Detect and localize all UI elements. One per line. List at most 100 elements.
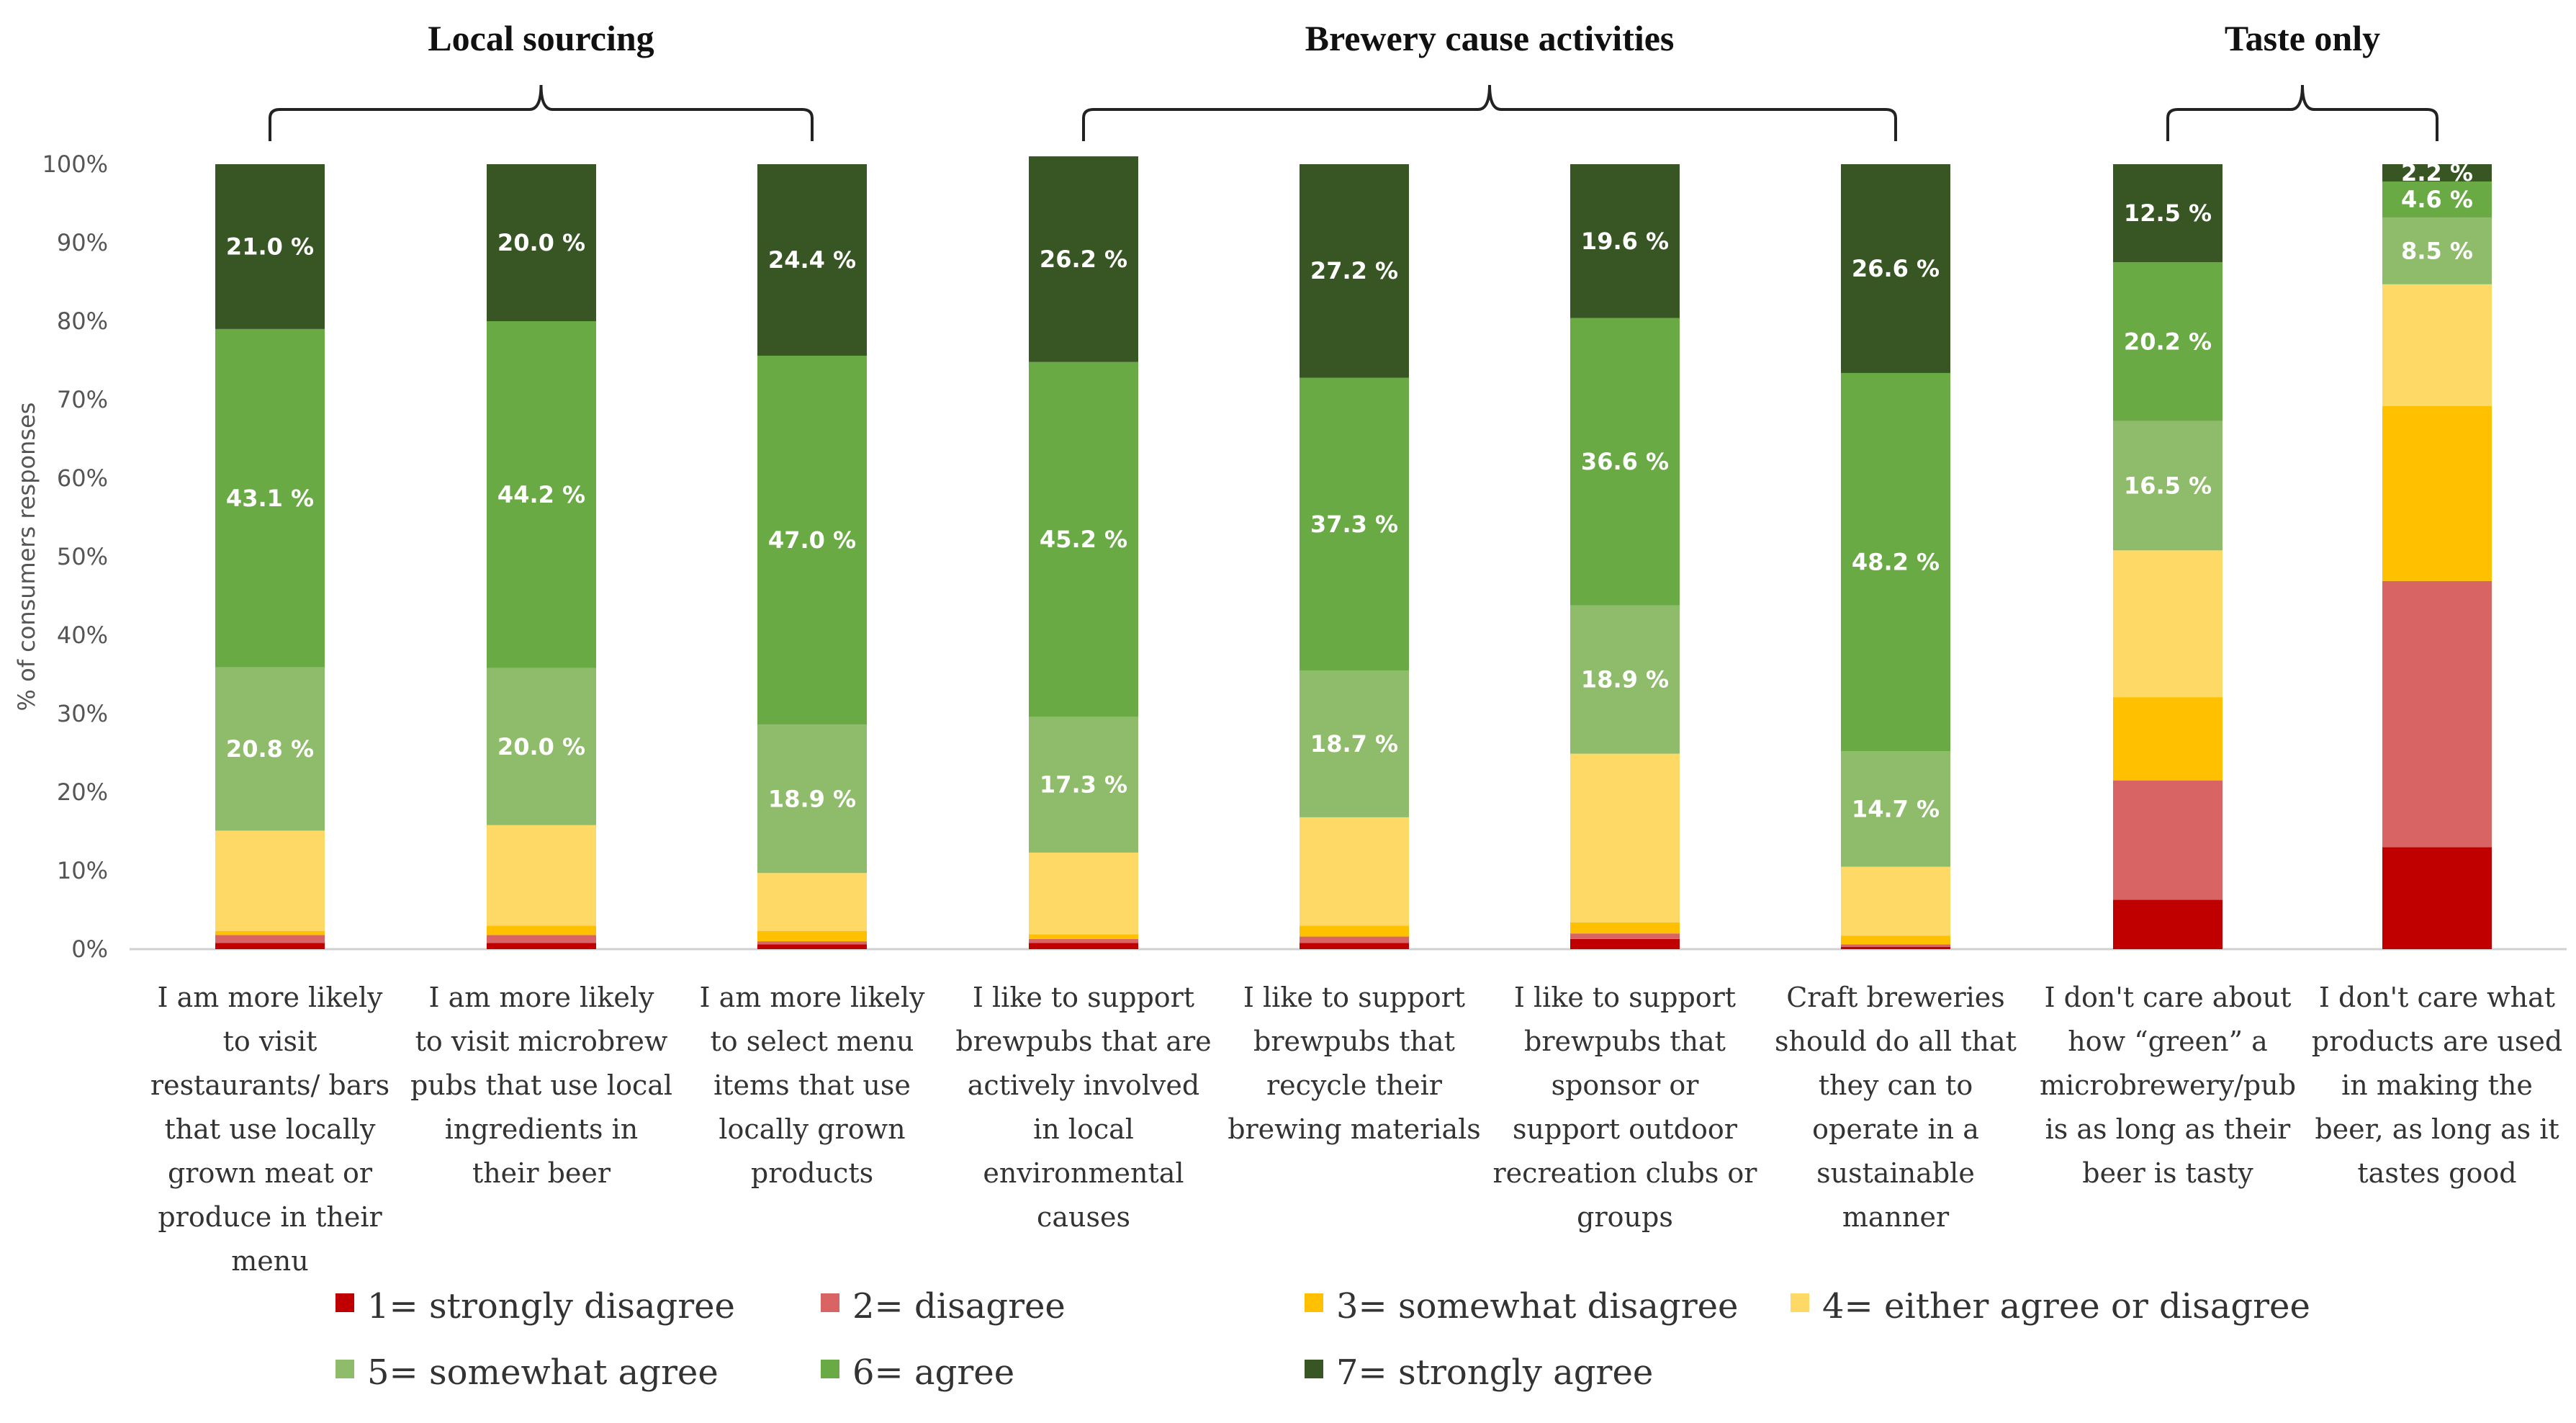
- bar-segment: [215, 930, 325, 935]
- bar-segment: [1029, 934, 1138, 939]
- bar-segment: [1300, 377, 1409, 671]
- bar-segment: [215, 164, 325, 329]
- data-label: 20.8 %: [226, 735, 314, 763]
- data-label: 18.9 %: [1581, 666, 1669, 693]
- group-headers: Local sourcing Brewery cause activities Ta…: [269, 18, 2438, 141]
- group-label: Taste only: [2225, 18, 2380, 58]
- bar-segment: [2113, 421, 2223, 551]
- bar-segment: [757, 355, 867, 725]
- bar-segment: [215, 943, 325, 949]
- bar-segment: [1841, 944, 1950, 947]
- bar-segment: [757, 944, 867, 949]
- data-label: 24.4 %: [768, 246, 856, 274]
- bar-segment: [2382, 847, 2492, 949]
- data-label: 48.2 %: [1852, 549, 1940, 576]
- y-tick-label: 30%: [57, 700, 108, 727]
- bar-segment: [1570, 922, 1680, 934]
- legend-label: 4= either agree or disagree: [1822, 1286, 2310, 1327]
- data-label: 43.1 %: [226, 485, 314, 512]
- y-tick-label: 60%: [57, 464, 108, 492]
- bar-segment: [487, 943, 596, 949]
- legend-label: 7= strongly agree: [1336, 1352, 1653, 1393]
- data-label: 37.3 %: [1310, 511, 1398, 538]
- category-label: Craft breweries should do all that they ca…: [1775, 982, 2017, 1233]
- bar-segment: [215, 830, 325, 931]
- bar-segment: [2113, 697, 2223, 781]
- data-label: 18.7 %: [1310, 730, 1398, 758]
- category-label: I am more likely to select menu items that…: [700, 982, 925, 1189]
- y-tick-label: 20%: [57, 778, 108, 806]
- y-tick-label: 70%: [57, 386, 108, 413]
- bar-segment: [487, 321, 596, 668]
- data-label: 26.2 %: [1040, 246, 1127, 273]
- legend-swatch: [821, 1360, 839, 1378]
- bar-segment: [1029, 852, 1138, 935]
- legend-label: 5= somewhat agree: [367, 1352, 719, 1393]
- bar-segment: [2113, 262, 2223, 421]
- legend-swatch: [821, 1293, 839, 1312]
- data-label: 4.6 %: [2401, 186, 2473, 213]
- bar-segment: [215, 667, 325, 831]
- data-label: 20.0 %: [497, 229, 585, 256]
- legend-label: 1= strongly disagree: [367, 1286, 735, 1327]
- group-brace: [1082, 84, 1897, 141]
- bar-segment: [1570, 933, 1680, 939]
- legend-swatch: [1305, 1360, 1323, 1378]
- bar-segment: [215, 328, 325, 668]
- data-label: 45.2 %: [1040, 526, 1127, 553]
- bar-segment: [1841, 866, 1950, 936]
- category-label: I like to support brewpubs that are active…: [955, 982, 1211, 1233]
- data-label: 20.0 %: [497, 733, 585, 760]
- data-label: 26.6 %: [1852, 255, 1940, 282]
- bar-segment: [2382, 580, 2492, 848]
- legend-swatch: [1305, 1293, 1323, 1312]
- data-label: 44.2 %: [497, 481, 585, 508]
- bar-segment: [1300, 925, 1409, 937]
- bar-segment: [1300, 936, 1409, 943]
- bar-segment: [215, 935, 325, 943]
- group-brace: [2166, 84, 2438, 141]
- legend-label: 3= somewhat disagree: [1336, 1286, 1738, 1327]
- bar-segment: [487, 935, 596, 943]
- legend-swatch: [1791, 1293, 1809, 1312]
- category-labels: I am more likely to visit restaurants/ bar…: [150, 982, 2562, 1277]
- y-tick-label: 50%: [57, 543, 108, 570]
- bar-segment: [1570, 318, 1680, 606]
- bar-segment: [487, 825, 596, 926]
- data-label: 17.3 %: [1040, 771, 1127, 799]
- bar-segment: [1029, 943, 1138, 949]
- category-label: I am more likely to visit restaurants/ bar…: [150, 982, 389, 1277]
- bar-segment: [1841, 946, 1950, 949]
- data-label: 16.5 %: [2124, 472, 2212, 499]
- group-brace: [269, 84, 814, 141]
- bar-segment: [757, 941, 867, 945]
- data-label: 47.0 %: [768, 526, 856, 554]
- category-label: I am more likely to visit microbrew pubs t…: [410, 982, 672, 1189]
- data-label: 20.2 %: [2124, 328, 2212, 355]
- bar-segment: [2113, 550, 2223, 698]
- category-label: I don't care what products are used in mak…: [2312, 982, 2562, 1189]
- data-label: 18.9 %: [768, 785, 856, 812]
- y-axis-title: % of consumers responses: [13, 403, 40, 712]
- data-label: 36.6 %: [1581, 448, 1669, 475]
- data-label: 19.6 %: [1581, 228, 1669, 255]
- legend-swatch: [335, 1293, 354, 1312]
- data-label: 27.2 %: [1310, 257, 1398, 284]
- bar-segment: [2113, 899, 2223, 949]
- data-label: 14.7 %: [1852, 795, 1940, 822]
- bar-segment: [2382, 181, 2492, 218]
- bar-segment: [1841, 164, 1950, 373]
- bar-segment: [1570, 938, 1680, 949]
- y-tick-label: 90%: [57, 229, 108, 256]
- bar-segment: [1570, 164, 1680, 318]
- bar-segment: [2382, 217, 2492, 284]
- bar-segment: [1029, 362, 1138, 717]
- bar-segment: [2382, 405, 2492, 581]
- bar-segment: [1841, 751, 1950, 867]
- legend: 1= strongly disagree 2= disagree 3= somewh…: [335, 1286, 2310, 1393]
- bar-segment: [2113, 164, 2223, 263]
- bar-segment: [487, 925, 596, 935]
- category-label: I don't care about how “green” a microbrew…: [2040, 982, 2296, 1189]
- y-tick-label: 40%: [57, 621, 108, 649]
- bar-segment: [487, 668, 596, 825]
